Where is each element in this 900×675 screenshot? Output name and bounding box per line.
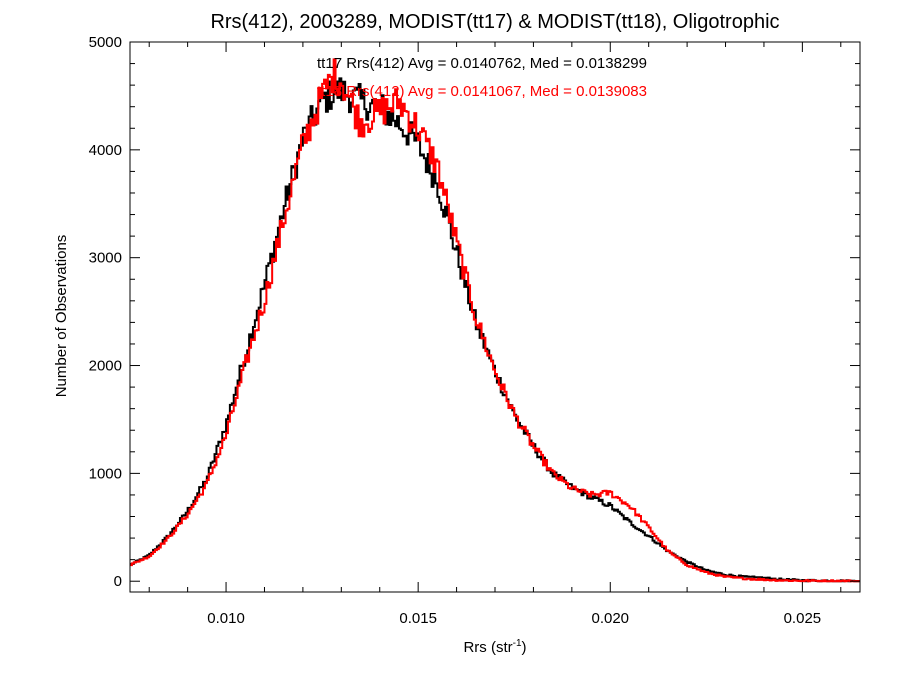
x-tick-label: 0.015 <box>399 610 437 627</box>
y-tick-label: 1000 <box>89 465 122 482</box>
x-tick-label: 0.010 <box>207 610 245 627</box>
y-tick-label: 0 <box>114 573 122 590</box>
x-axis-label-tail: ) <box>522 639 527 656</box>
plot-frame <box>129 41 861 593</box>
y-axis-label: Number of Observations <box>53 235 70 398</box>
x-axis-label-superscript: -1 <box>513 638 522 649</box>
histogram-series-1 <box>130 58 860 583</box>
y-tick-label: 4000 <box>89 142 122 159</box>
annotation-tt18: tt18 Rrs(412) Avg = 0.0141067, Med = 0.0… <box>317 83 647 100</box>
histogram-series-0 <box>130 77 860 583</box>
x-axis-label-base: Rrs (str <box>463 639 512 656</box>
y-tick-label: 5000 <box>89 34 122 51</box>
x-tick-label: 0.025 <box>784 610 822 627</box>
x-tick-label: 0.020 <box>591 610 629 627</box>
y-tick-label: 3000 <box>89 250 122 267</box>
y-tick-label: 2000 <box>89 358 122 375</box>
x-axis-label: Rrs (str-1) <box>463 638 526 656</box>
chart-title: Rrs(412), 2003289, MODIST(tt17) & MODIST… <box>210 11 779 33</box>
plot-area: 0.010 0.015 0.020 0.025 0 1000 2000 3000 4000 500… <box>89 34 861 627</box>
annotation-tt17: tt17 Rrs(412) Avg = 0.0140762, Med = 0.0… <box>317 55 647 72</box>
